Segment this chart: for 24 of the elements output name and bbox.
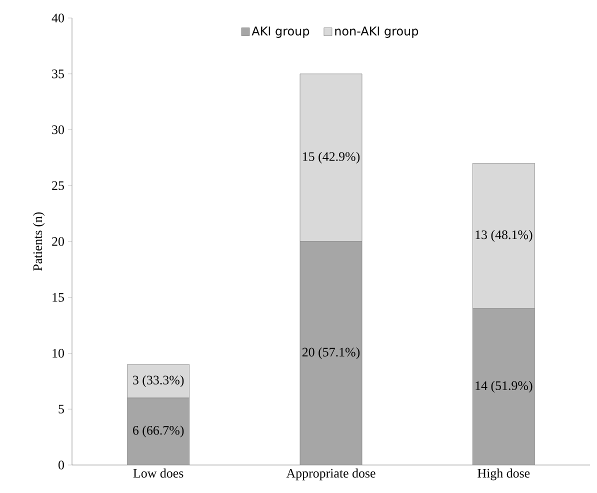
y-tick-label: 30 — [52, 125, 64, 134]
y-axis-title: Patients (n) — [32, 212, 45, 271]
y-tick-label: 25 — [52, 181, 64, 190]
bar — [472, 308, 535, 465]
x-tick-label: Low does — [133, 468, 184, 478]
y-tick-label: 20 — [52, 237, 64, 246]
y-tick-label: 15 — [52, 293, 64, 302]
x-tick-label: Appropriate dose — [286, 468, 376, 480]
data-label: 6 (66.7%) — [133, 426, 184, 438]
x-tick-label: High dose — [478, 468, 530, 480]
data-label: 20 (57.1%) — [302, 347, 360, 360]
data-label: 14 (51.9%) — [476, 380, 532, 393]
y-tick-label: 5 — [58, 404, 64, 414]
y-tick-label: 35 — [52, 70, 64, 78]
y-tick-label: 10 — [52, 348, 64, 358]
legend-label: non-AKI group — [335, 26, 418, 38]
y-tick-label: 40 — [52, 14, 64, 22]
bar — [300, 241, 362, 465]
data-label: 15 (42.9%) — [303, 152, 360, 164]
legend-label: AKI group — [252, 26, 310, 38]
bar — [127, 398, 190, 465]
data-label: 3 (33.3%) — [133, 375, 184, 388]
y-tick-label: 0 — [58, 460, 64, 470]
data-label: 13 (48.1%) — [476, 230, 532, 242]
